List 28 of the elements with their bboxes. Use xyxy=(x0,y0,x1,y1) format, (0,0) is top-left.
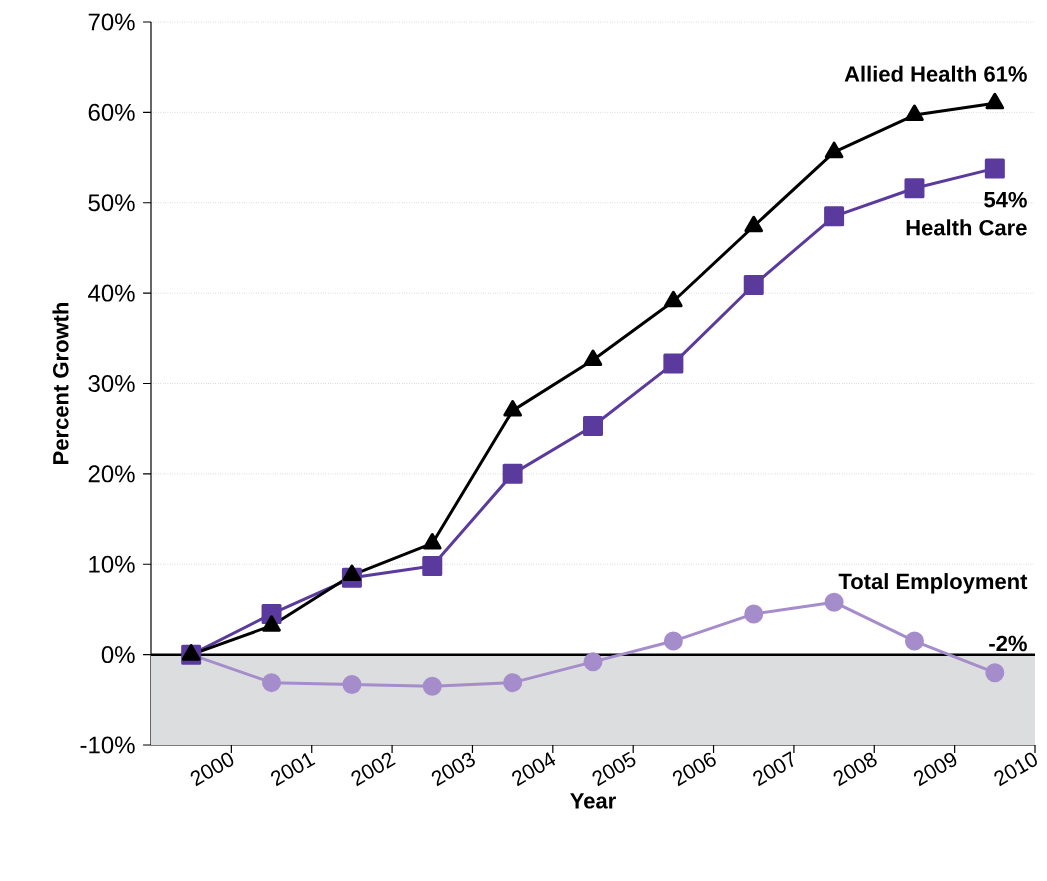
y-tick-label: 20% xyxy=(88,465,135,483)
data-label: 61% xyxy=(984,66,1027,82)
y-tick-label: 60% xyxy=(88,103,135,121)
x-tick-label: 2001 xyxy=(271,753,316,787)
x-tick-label: 2000 xyxy=(190,752,234,787)
x-tick-label: 2007 xyxy=(753,751,794,787)
y-tick-label: 0% xyxy=(101,646,135,664)
x-axis-title: Year xyxy=(570,793,616,809)
y-tick-label: 40% xyxy=(88,284,135,302)
series-label: Health Care xyxy=(906,219,1027,236)
y-tick-label: 10% xyxy=(89,555,135,573)
data-label: -2% xyxy=(989,635,1027,652)
series-label: Total Employment xyxy=(838,573,1028,594)
x-tick-label: 2010 xyxy=(994,752,1037,787)
x-tick-label: 2009 xyxy=(913,752,957,787)
y-axis-title: Percent Growth xyxy=(52,302,69,464)
y-tick-label: 70% xyxy=(88,13,135,31)
x-tick-label: 2008 xyxy=(833,752,877,787)
x-tick-label: 2004 xyxy=(512,752,556,787)
y-tick-label: 30% xyxy=(88,374,135,392)
x-tick-label: 2002 xyxy=(351,752,396,787)
y-tick-label: 50% xyxy=(88,194,135,212)
x-tick-label: 2005 xyxy=(592,751,636,787)
series-label: Allied Health xyxy=(844,65,976,82)
data-label: 54% xyxy=(984,191,1027,208)
x-tick-label: 2006 xyxy=(672,752,716,787)
y-tick-label: -10% xyxy=(80,736,135,754)
x-tick-label: 2003 xyxy=(431,752,475,787)
